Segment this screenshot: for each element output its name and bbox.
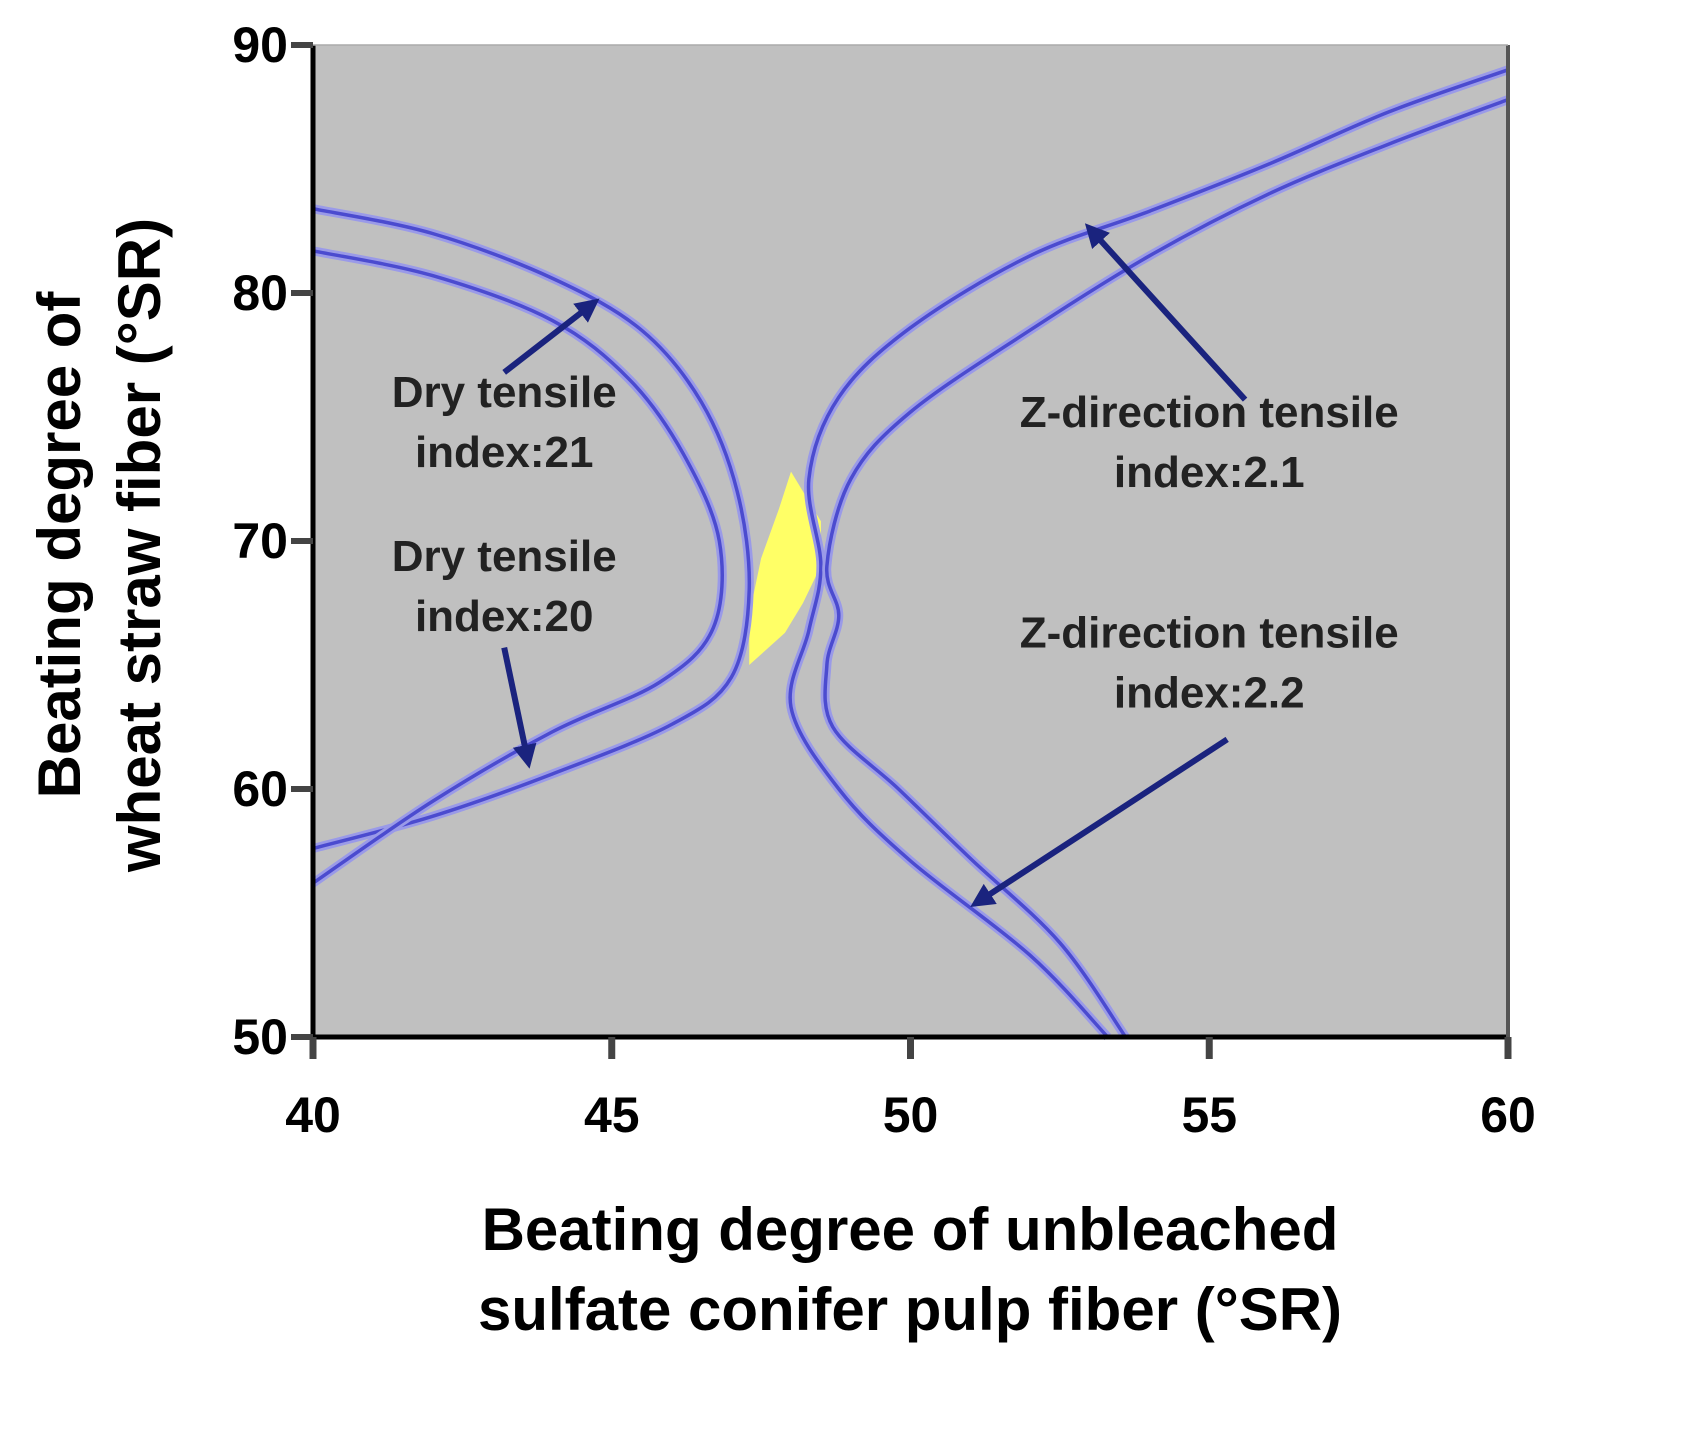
annotation-label-2: Dry tensile index:20 — [392, 532, 617, 641]
x-tick-label-60: 60 — [1480, 1087, 1536, 1143]
x-tick-label-50: 50 — [883, 1087, 939, 1143]
annotation-label-4: Z-direction tensile index:2.2 — [1020, 609, 1399, 718]
y-axis-title: Beating degree of wheat straw fiber (°SR) — [26, 218, 173, 873]
feasible-region — [749, 471, 821, 665]
annotation-label-1: Dry tensile index:21 — [392, 368, 617, 477]
annotation-arrow-3 — [1084, 223, 1248, 402]
annotation-arrow-4 — [970, 736, 1229, 908]
contour-line-2 — [312, 249, 724, 885]
annotation-arrow-1 — [502, 298, 600, 375]
x-tick-label-55: 55 — [1181, 1087, 1237, 1143]
contour-lines-layer — [310, 65, 1510, 1041]
y-tick-label-50: 50 — [232, 1009, 288, 1065]
contour-line-3 — [788, 68, 1509, 1039]
y-tick-label-90: 90 — [232, 17, 288, 73]
y-tick-label-60: 60 — [232, 761, 288, 817]
feasible-region-layer — [749, 471, 821, 665]
annotation-arrow-2 — [501, 647, 537, 769]
contour-line-4 — [823, 97, 1509, 1039]
y-tick-label-80: 80 — [232, 265, 288, 321]
plot-area — [313, 45, 1508, 1037]
x-axis-title: Beating degree of unbleached sulfate coni… — [478, 1196, 1342, 1343]
axis-titles-layer: Beating degree of unbleached sulfate coni… — [26, 218, 1342, 1343]
axes-layer: 40 45 50 55 60 50 60 70 80 90 — [232, 17, 1535, 1143]
annotation-label-3: Z-direction tensile index:2.1 — [1020, 388, 1399, 497]
annotations-layer: Dry tensile index:21 Dry tensile index:20 Z-… — [392, 223, 1399, 908]
x-tick-label-40: 40 — [285, 1087, 341, 1143]
contour-line-1 — [312, 206, 752, 851]
y-tick-label-70: 70 — [232, 513, 288, 569]
x-tick-label-45: 45 — [584, 1087, 640, 1143]
